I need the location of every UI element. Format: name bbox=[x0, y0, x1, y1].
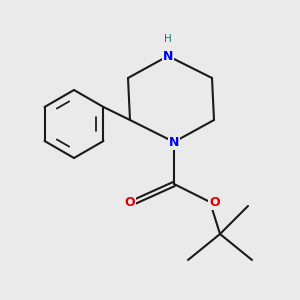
Text: N: N bbox=[163, 50, 173, 62]
Text: O: O bbox=[209, 196, 220, 208]
Text: H: H bbox=[164, 34, 172, 44]
Text: O: O bbox=[124, 196, 134, 208]
Text: N: N bbox=[169, 136, 179, 148]
